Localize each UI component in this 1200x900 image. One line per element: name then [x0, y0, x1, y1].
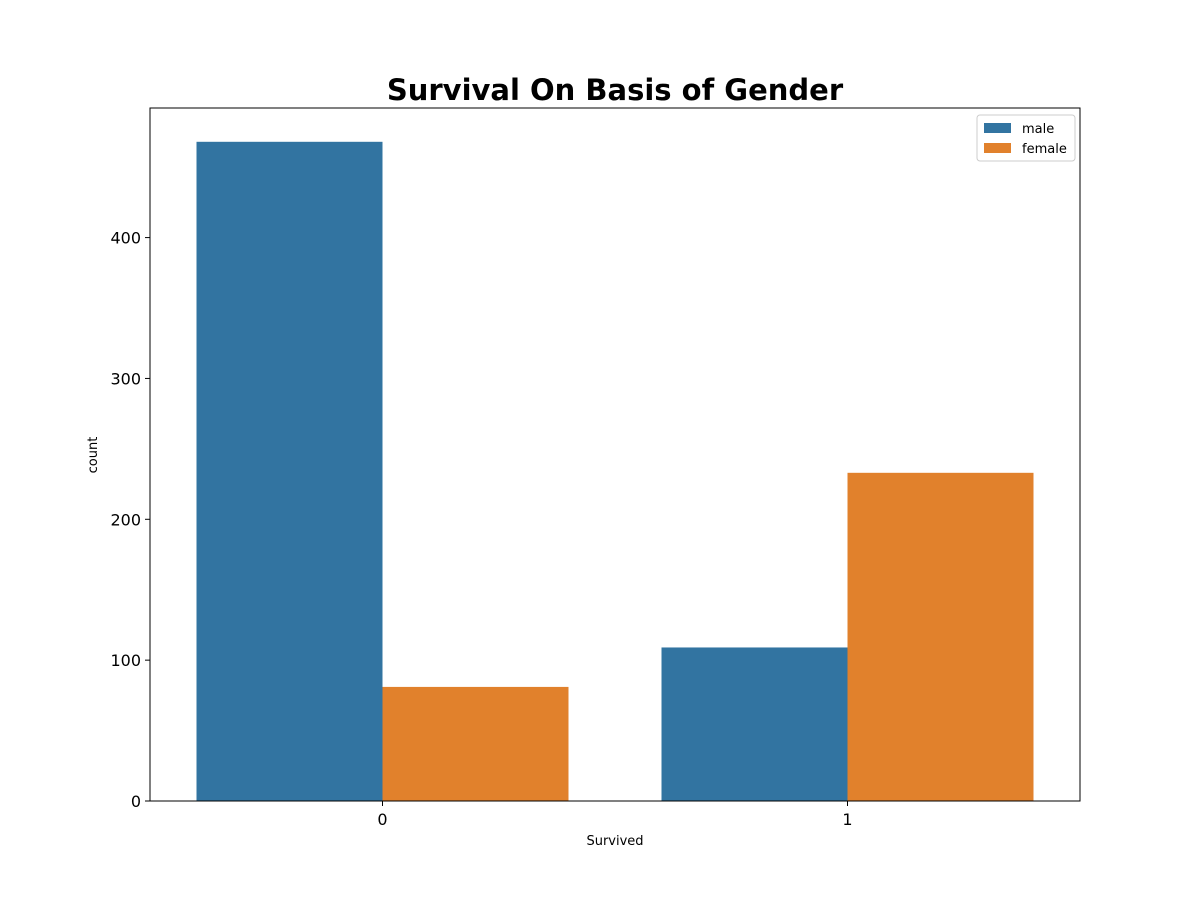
y-axis-label: count	[86, 437, 101, 474]
x-tick-label: 0	[377, 810, 387, 829]
bar-male-0	[196, 141, 383, 801]
bars-group	[196, 141, 1034, 801]
y-tick-label: 100	[110, 651, 141, 670]
x-tick-label: 1	[842, 810, 852, 829]
y-tick-label: 200	[110, 510, 141, 529]
legend-swatch-female	[984, 143, 1011, 153]
bar-female-1	[847, 472, 1034, 801]
plot-frame	[149, 107, 1081, 802]
y-axis: 0 100 200 300 400	[110, 229, 150, 811]
bar-female-0	[382, 686, 569, 801]
y-tick-label: 300	[110, 369, 141, 388]
legend-swatch-male	[984, 123, 1011, 133]
legend: male female	[976, 114, 1076, 162]
y-tick-label: 400	[110, 229, 141, 248]
bar-male-1	[661, 647, 848, 801]
legend-label-male: male	[1022, 122, 1054, 137]
y-tick-label: 0	[131, 792, 141, 811]
x-axis-label: Survived	[586, 834, 643, 849]
legend-label-female: female	[1022, 142, 1067, 157]
chart-title: Survival On Basis of Gender	[387, 73, 844, 107]
